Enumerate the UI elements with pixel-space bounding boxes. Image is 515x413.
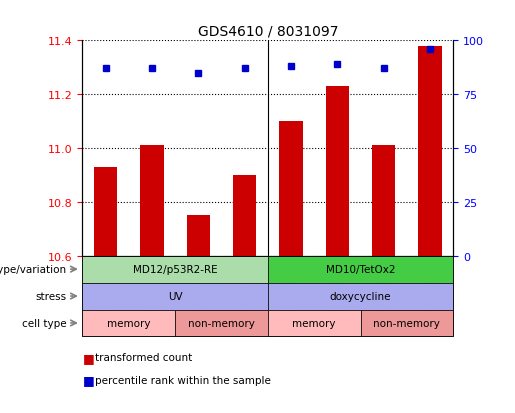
Text: cell type: cell type bbox=[22, 318, 67, 328]
Bar bbox=[372, 146, 396, 256]
Text: ■: ■ bbox=[82, 373, 94, 387]
Text: stress: stress bbox=[36, 291, 67, 301]
Text: UV: UV bbox=[168, 291, 182, 301]
Text: MD12/p53R2-RE: MD12/p53R2-RE bbox=[133, 264, 217, 275]
Bar bbox=[186, 216, 210, 256]
Bar bbox=[233, 176, 256, 256]
Bar bbox=[140, 146, 163, 256]
Bar bbox=[418, 47, 441, 256]
Text: ■: ■ bbox=[82, 351, 94, 364]
Text: percentile rank within the sample: percentile rank within the sample bbox=[95, 375, 271, 385]
Bar bbox=[325, 87, 349, 256]
Text: memory: memory bbox=[107, 318, 150, 328]
Text: transformed count: transformed count bbox=[95, 352, 193, 362]
Text: MD10/TetOx2: MD10/TetOx2 bbox=[326, 264, 395, 275]
Text: memory: memory bbox=[293, 318, 336, 328]
Text: doxycycline: doxycycline bbox=[330, 291, 391, 301]
Bar bbox=[279, 122, 303, 256]
Text: non-memory: non-memory bbox=[373, 318, 440, 328]
Bar bbox=[94, 167, 117, 256]
Text: genotype/variation: genotype/variation bbox=[0, 264, 67, 275]
Text: non-memory: non-memory bbox=[188, 318, 255, 328]
Title: GDS4610 / 8031097: GDS4610 / 8031097 bbox=[198, 25, 338, 39]
